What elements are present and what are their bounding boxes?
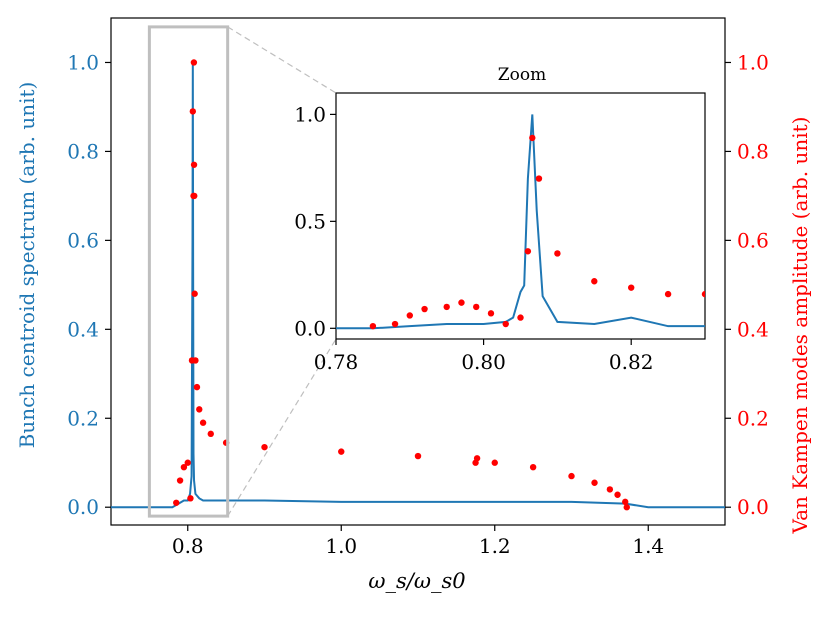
inset-mode-point — [391, 320, 399, 328]
inset-spectrum-line — [336, 114, 705, 330]
mode-point — [191, 290, 198, 297]
inset-mode-point — [502, 320, 509, 328]
y-left-tick-label: 0.2 — [67, 406, 99, 430]
mode-point — [191, 192, 198, 200]
inset-mode-point — [458, 299, 465, 306]
mode-point — [173, 499, 180, 506]
y-right-tick-label: 0.6 — [737, 228, 769, 252]
mode-point — [622, 498, 629, 506]
inset-mode-point — [554, 250, 561, 257]
y-left-tick-label: 0.6 — [67, 228, 99, 252]
y-right-tick-label: 0.2 — [737, 406, 769, 430]
mode-point — [193, 383, 201, 391]
x-tick-label: 0.8 — [172, 534, 204, 558]
mode-point — [338, 448, 345, 455]
mode-point — [190, 161, 198, 168]
mode-point — [184, 459, 191, 466]
mode-point — [199, 419, 207, 426]
inset-y-tick-label: 0.5 — [294, 209, 326, 233]
inset-mode-point — [406, 312, 413, 319]
y-left-tick-label: 1.0 — [67, 50, 99, 74]
mode-point — [623, 504, 630, 511]
y-left-tick-label: 0.0 — [67, 495, 99, 519]
inset-y-tick-label: 1.0 — [294, 102, 326, 126]
inset-mode-point — [517, 314, 524, 321]
y-left-tick-label: 0.8 — [67, 139, 99, 163]
x-axis-label: ω_s/ω_s0 — [368, 569, 465, 593]
mode-point — [473, 455, 481, 462]
main-plot-area: 0.8 1.0 1.2 1.4 0.0 0.2 0.4 0.6 0.8 1.0 0.0 0.2 0.4 0… — [67, 17, 769, 558]
inset-mode-point — [487, 310, 495, 317]
mode-point — [414, 452, 422, 460]
inset-axes-frame — [335, 92, 706, 340]
inset-mode-point — [535, 175, 543, 182]
inset-mode-point — [701, 290, 705, 298]
mode-point — [176, 477, 184, 484]
spectrum-line — [111, 62, 725, 509]
mode-point — [261, 443, 268, 451]
mode-point — [614, 491, 621, 498]
inset-x-tick-label: 0.82 — [609, 350, 654, 374]
inset-title: Zoom — [498, 65, 546, 85]
inset-mode-point — [421, 305, 428, 313]
inset-x-tick-label: 0.78 — [314, 350, 359, 374]
mode-point — [187, 495, 194, 502]
inset-mode-point — [591, 278, 598, 285]
inset-mode-point — [628, 284, 635, 291]
zoom-connector-bottom — [227, 338, 337, 517]
mode-point — [180, 463, 188, 471]
x-tick-label: 1.2 — [479, 534, 511, 558]
mode-point — [207, 430, 214, 438]
inset-x-tick-label: 0.80 — [461, 350, 506, 374]
mode-point — [189, 108, 197, 115]
inset-mode-point — [369, 322, 377, 330]
mode-point — [606, 486, 614, 493]
y-right-tick-label: 0.0 — [737, 495, 769, 519]
inset-mode-point — [529, 134, 536, 142]
mode-point — [192, 357, 199, 364]
mode-point — [529, 463, 537, 471]
main-axes-frame — [110, 17, 726, 526]
mode-point — [491, 459, 498, 466]
inset-plot-area: 0.78 0.80 0.82 0.0 0.5 1.0 — [227, 26, 706, 517]
y-right-tick-label: 0.4 — [737, 317, 769, 341]
inset-mode-point — [524, 248, 532, 255]
x-tick-label: 1.4 — [632, 534, 664, 558]
zoom-box — [147, 25, 230, 518]
y-right-tick-label: 1.0 — [737, 50, 769, 74]
y-right-tick-label: 0.8 — [737, 139, 769, 163]
zoom-connector-top — [227, 26, 337, 94]
inset-mode-point — [443, 303, 450, 311]
mode-point — [568, 472, 575, 480]
mode-point — [196, 406, 203, 413]
y-axis-label-right: Van Kampen modes amplitude (arb. unit) — [788, 117, 812, 535]
inset-mode-point — [664, 290, 672, 298]
y-axis-label-left: Bunch centroid spectrum (arb. unit) — [15, 82, 39, 449]
inset-y-tick-label: 0.0 — [294, 316, 326, 340]
inset-data-group — [336, 114, 705, 330]
x-tick-label: 1.0 — [325, 534, 357, 558]
mode-point — [591, 479, 598, 486]
y-left-tick-label: 0.4 — [67, 317, 99, 341]
inset-mode-point — [473, 303, 480, 311]
mode-point — [190, 59, 198, 66]
